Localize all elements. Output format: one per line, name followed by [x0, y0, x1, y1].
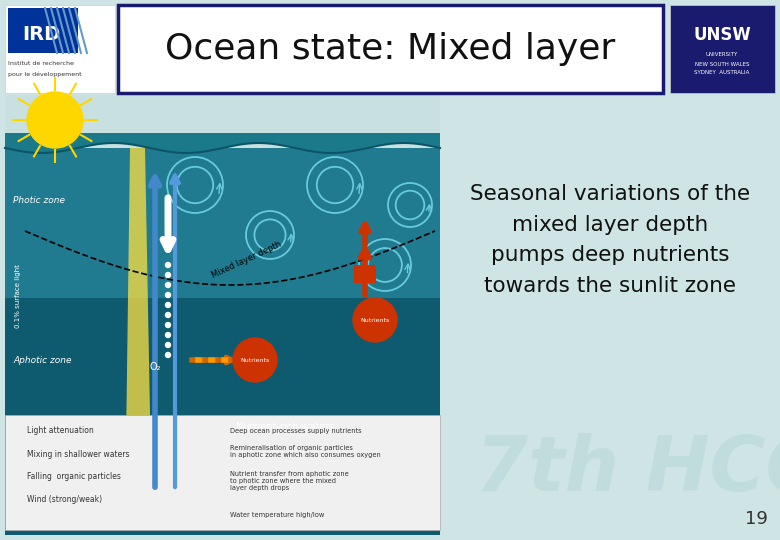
Circle shape	[165, 333, 171, 338]
Bar	[5, 148, 440, 535]
Circle shape	[27, 92, 83, 148]
Bar	[5, 148, 440, 298]
Circle shape	[165, 313, 171, 318]
Circle shape	[233, 338, 277, 382]
Text: Mixed layer depth: Mixed layer depth	[210, 240, 283, 280]
Bar	[8, 8, 78, 53]
Circle shape	[353, 298, 397, 342]
Text: 0.1% surface light: 0.1% surface light	[15, 264, 21, 328]
Bar	[5, 298, 440, 535]
Text: Nutrients: Nutrients	[240, 357, 270, 362]
Bar	[5, 95, 440, 148]
Text: NEW SOUTH WALES: NEW SOUTH WALES	[695, 62, 750, 66]
Bar	[5, 5, 115, 93]
Text: IRD: IRD	[22, 25, 60, 44]
Text: Ocean state: Mixed layer: Ocean state: Mixed layer	[165, 32, 615, 66]
Circle shape	[165, 273, 171, 278]
Text: Wind (strong/weak): Wind (strong/weak)	[27, 495, 102, 504]
Circle shape	[165, 342, 171, 348]
Text: 19: 19	[745, 510, 768, 528]
Text: Nutrient transfer from aphotic zone
to photic zone where the mixed
layer depth d: Nutrient transfer from aphotic zone to p…	[230, 471, 349, 491]
Text: Aphotic zone: Aphotic zone	[13, 356, 72, 365]
Text: Remineralisation of organic particles
in aphotic zone which also consumes oxygen: Remineralisation of organic particles in…	[230, 445, 381, 458]
Text: Light attenuation: Light attenuation	[27, 426, 94, 435]
Circle shape	[165, 293, 171, 298]
Circle shape	[165, 322, 171, 327]
Text: Photic zone: Photic zone	[13, 196, 65, 205]
Bar	[5, 415, 440, 530]
Text: UNSW: UNSW	[693, 26, 751, 44]
Bar	[5, 95, 440, 155]
Text: UNIVERSITY: UNIVERSITY	[706, 52, 738, 57]
Text: Institut de recherche: Institut de recherche	[8, 61, 74, 66]
Polygon shape	[125, 148, 152, 520]
Circle shape	[165, 282, 171, 287]
Text: Falling  organic particles: Falling organic particles	[27, 472, 121, 481]
Text: Nutrient-rich waters: Nutrient-rich waters	[236, 422, 334, 432]
Text: 7th HCG: 7th HCG	[475, 433, 780, 507]
FancyBboxPatch shape	[118, 5, 663, 93]
Text: Deep ocean processes supply nutrients: Deep ocean processes supply nutrients	[230, 428, 362, 434]
Text: Nutrients: Nutrients	[360, 318, 390, 322]
Text: Mixing in shallower waters: Mixing in shallower waters	[27, 450, 129, 459]
Text: O₂: O₂	[149, 362, 161, 372]
Circle shape	[165, 353, 171, 357]
Bar	[354, 265, 376, 283]
Text: SYDNEY  AUSTRALIA: SYDNEY AUSTRALIA	[694, 71, 750, 76]
Text: pour le développement: pour le développement	[8, 71, 82, 77]
Text: Water temperature high/low: Water temperature high/low	[230, 512, 324, 518]
Circle shape	[165, 302, 171, 307]
Text: Seasonal variations of the
mixed layer depth
pumps deep nutrients
towards the su: Seasonal variations of the mixed layer d…	[470, 184, 750, 295]
Circle shape	[165, 262, 171, 267]
Bar	[670, 5, 775, 93]
